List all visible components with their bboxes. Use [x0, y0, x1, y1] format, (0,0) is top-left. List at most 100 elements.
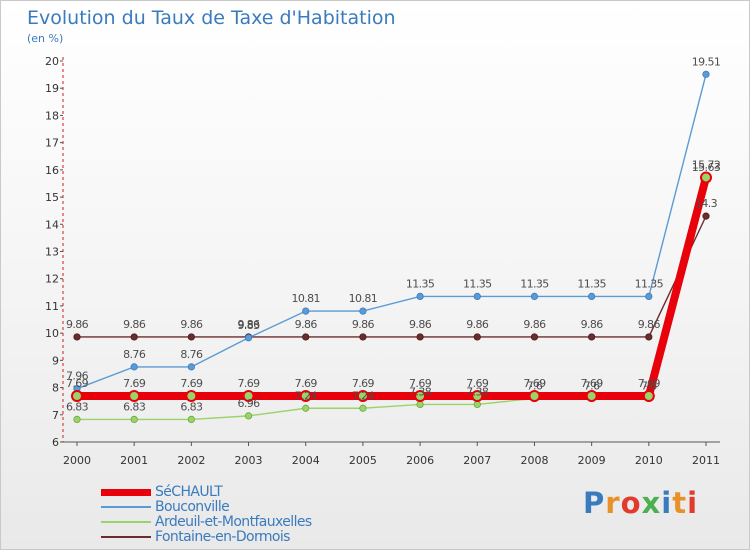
logo-letter: i [687, 486, 699, 520]
data-label-fontaine-en-dormois: 9.86 [466, 318, 489, 331]
series-line-s-chault [77, 176, 710, 401]
y-tick-label: 7 [52, 409, 59, 422]
x-tick-label: 2006 [406, 454, 434, 467]
x-tick-label: 2010 [635, 454, 663, 467]
data-point-fontaine-en-dormois [530, 333, 539, 341]
chart-axes: 6 7 8 9 10 11 12 13 14 15 16 17 18 19 20 2000 2001 2002 20… [45, 55, 720, 467]
data-label-ardeuil-et-montfauxelles: 7.38 [409, 385, 432, 398]
data-label-ardeuil-et-montfauxelles: 7.6 [641, 379, 657, 392]
data-point-ardeuil-et-montfauxelles [130, 415, 138, 424]
data-label-s-chault: 7.69 [295, 377, 318, 390]
data-point-ardeuil-et-montfauxelles [302, 404, 310, 412]
data-point-s-chault [356, 390, 369, 403]
y-tick-label: 12 [45, 273, 59, 286]
data-point-ardeuil-et-montfauxelles [244, 412, 253, 420]
y-tick-label: 17 [45, 137, 59, 150]
data-label-ardeuil-et-montfauxelles: 7.6 [584, 379, 600, 392]
data-point-fontaine-en-dormois [359, 333, 367, 341]
y-tick-label: 16 [45, 164, 59, 177]
data-point-fontaine-en-dormois [302, 333, 310, 341]
data-label-bouconville: 7.96 [66, 370, 89, 383]
data-point-bouconville [473, 292, 481, 301]
x-tick-label: 2004 [292, 454, 320, 467]
legend-label-fontaine: Fontaine-en-Dormois [155, 529, 290, 545]
data-label-ardeuil-et-montfauxelles: 6.96 [237, 397, 260, 410]
data-point-bouconville [530, 292, 539, 301]
logo-letter: P [583, 486, 606, 520]
logo-letter: x [641, 486, 662, 520]
y-tick-label: 14 [45, 218, 59, 231]
proxiti-logo: Proxiti [583, 486, 698, 520]
data-label-s-chault: 15.72 [692, 158, 721, 171]
data-label-s-chault: 7.69 [466, 377, 489, 390]
data-label-bouconville: 11.35 [635, 277, 664, 290]
y-tick-label: 19 [45, 82, 59, 95]
data-point-ardeuil-et-montfauxelles [187, 415, 195, 424]
data-label-bouconville: 19.51 [692, 55, 721, 68]
data-point-s-chault [414, 390, 427, 403]
chart-subtitle: (en %) [27, 32, 64, 45]
logo-letter: t [672, 486, 688, 520]
y-tick-label: 11 [45, 300, 59, 313]
data-point-fontaine-en-dormois [416, 333, 424, 341]
y-tick-label: 13 [45, 246, 59, 259]
data-label-s-chault: 7.69 [409, 377, 432, 390]
data-point-fontaine-en-dormois [702, 212, 710, 220]
data-point-s-chault [71, 390, 83, 403]
data-point-bouconville [416, 292, 424, 301]
data-label-bouconville: 8.76 [180, 348, 203, 361]
data-label-s-chault: 7.69 [66, 377, 89, 390]
data-point-ardeuil-et-montfauxelles [473, 400, 481, 409]
data-label-ardeuil-et-montfauxelles: 6.83 [180, 400, 203, 413]
x-tick-label: 2005 [349, 454, 377, 467]
data-label-s-chault: 7.69 [352, 377, 375, 390]
data-point-fontaine-en-dormois [130, 333, 138, 341]
data-point-bouconville [244, 334, 253, 342]
data-point-bouconville [130, 363, 138, 371]
data-point-bouconville [588, 292, 596, 301]
x-tick-label: 2007 [463, 454, 491, 467]
data-point-ardeuil-et-montfauxelles [359, 404, 367, 412]
data-label-bouconville: 8.76 [123, 348, 146, 361]
data-label-s-chault: 7.69 [180, 377, 203, 390]
legend-swatch-sechault [101, 489, 151, 496]
data-label-ardeuil-et-montfauxelles: 7.24 [352, 389, 375, 402]
data-label-s-chault: 7.69 [123, 377, 146, 390]
data-point-s-chault [299, 390, 312, 403]
data-label-fontaine-en-dormois: 9.86 [180, 318, 203, 331]
data-label-fontaine-en-dormois: 9.86 [409, 318, 432, 331]
data-point-fontaine-en-dormois [73, 333, 81, 341]
data-label-fontaine-en-dormois: 9.86 [295, 318, 318, 331]
data-point-bouconville [645, 292, 653, 301]
y-tick-label: 9 [52, 354, 59, 367]
legend-swatch-ardeuil [101, 521, 151, 523]
series-line-ardeuil-et-montfauxelles [77, 179, 707, 421]
data-label-bouconville: 11.35 [577, 277, 606, 290]
data-label-bouconville: 11.35 [406, 277, 435, 290]
y-tick-label: 6 [52, 436, 59, 449]
data-point-s-chault [185, 390, 198, 403]
data-label-bouconville: 9.83 [237, 319, 260, 332]
y-tick-label: 20 [45, 55, 59, 68]
data-point-bouconville [359, 307, 367, 315]
data-label-fontaine-en-dormois: 14.3 [695, 197, 718, 210]
data-point-s-chault [585, 390, 598, 403]
series-layer [71, 70, 712, 424]
y-tick-label: 8 [52, 382, 59, 395]
data-label-bouconville: 11.35 [463, 277, 492, 290]
legend-swatch-bouconville [101, 506, 151, 508]
chart-title: Evolution du Taux de Taxe d'Habitation [27, 7, 396, 29]
y-tick-label: 18 [45, 109, 59, 122]
data-point-s-chault [242, 390, 255, 403]
series-line-fontaine-en-dormois [77, 215, 707, 338]
data-label-fontaine-en-dormois: 9.86 [523, 318, 546, 331]
x-tick-label: 2001 [120, 454, 148, 467]
data-label-s-chault: 7.69 [638, 377, 661, 390]
legend-swatch-fontaine [101, 536, 151, 538]
data-point-fontaine-en-dormois [588, 333, 596, 341]
x-tick-label: 2000 [63, 454, 91, 467]
data-label-fontaine-en-dormois: 9.86 [581, 318, 604, 331]
x-tick-label: 2009 [578, 454, 606, 467]
data-label-fontaine-en-dormois: 9.86 [638, 318, 661, 331]
